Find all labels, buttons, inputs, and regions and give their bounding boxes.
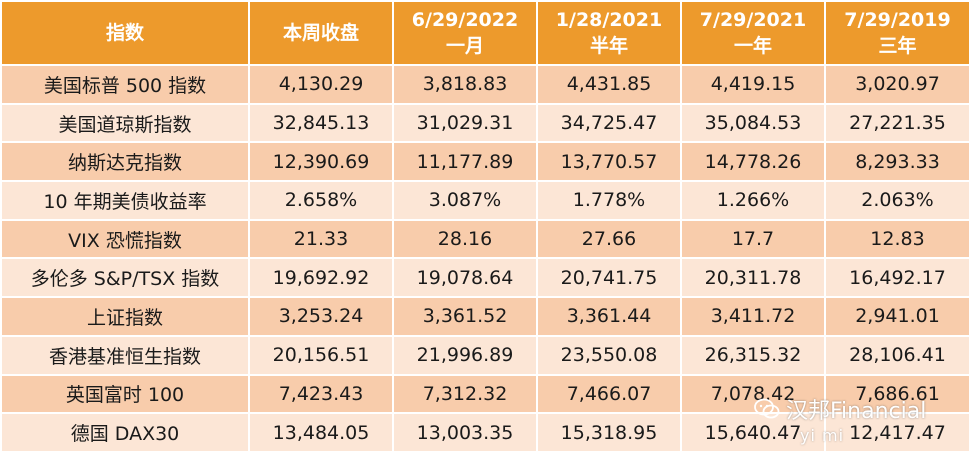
one-month-value: 28.16 xyxy=(392,218,538,260)
half-year-value: 4,431.85 xyxy=(536,64,682,105)
table-row: VIX 恐慌指数 21.33 28.16 27.66 17.7 12.83 xyxy=(0,218,969,260)
week-close-value: 7,423.43 xyxy=(248,373,394,415)
three-year-value: 12.83 xyxy=(824,218,969,260)
header-three-year-date: 7/29/2019 xyxy=(844,9,951,31)
table-row: 美国道琼斯指数 32,845.13 31,029.31 34,725.47 35… xyxy=(0,102,969,144)
index-name: 10 年期美债收益率 xyxy=(0,180,250,221)
half-year-value: 23,550.08 xyxy=(536,334,682,376)
index-name: VIX 恐慌指数 xyxy=(0,218,250,260)
header-week-close: 本周收盘 xyxy=(248,0,394,66)
header-index: 指数 xyxy=(0,0,250,66)
table-row: 多伦多 S&P/TSX 指数 19,692.92 19,078.64 20,74… xyxy=(0,257,969,299)
week-close-value: 12,390.69 xyxy=(248,141,394,183)
header-one-month-date: 6/29/2022 xyxy=(411,9,519,31)
week-close-value: 19,692.92 xyxy=(248,257,394,299)
header-half-year: 1/28/2021 半年 xyxy=(536,0,682,66)
header-three-year-label: 三年 xyxy=(878,35,917,57)
half-year-value: 1.778% xyxy=(536,180,682,221)
one-year-value: 17.7 xyxy=(680,218,826,260)
one-month-value: 21,996.89 xyxy=(392,334,538,376)
week-close-value: 2.658% xyxy=(248,180,394,221)
week-close-value: 20,156.51 xyxy=(248,334,394,376)
one-month-value: 3,361.52 xyxy=(392,296,538,337)
three-year-value: 2,941.01 xyxy=(824,296,969,337)
week-close-value: 4,130.29 xyxy=(248,64,394,105)
three-year-value: 8,293.33 xyxy=(824,141,969,183)
header-one-year: 7/29/2021 一年 xyxy=(680,0,826,66)
header-half-year-label: 半年 xyxy=(589,35,628,57)
header-one-year-label: 一年 xyxy=(733,35,772,57)
table-row: 香港基准恒生指数 20,156.51 21,996.89 23,550.08 2… xyxy=(0,334,969,376)
one-month-value: 11,177.89 xyxy=(392,141,538,183)
half-year-value: 3,361.44 xyxy=(536,296,682,337)
half-year-value: 20,741.75 xyxy=(536,257,682,299)
index-name: 美国标普 500 指数 xyxy=(0,64,250,105)
one-year-value: 20,311.78 xyxy=(680,257,826,299)
one-month-value: 31,029.31 xyxy=(392,102,538,144)
one-year-value: 1.266% xyxy=(680,180,826,221)
one-month-value: 19,078.64 xyxy=(392,257,538,299)
header-one-month: 6/29/2022 一月 xyxy=(392,0,538,66)
half-year-value: 34,725.47 xyxy=(536,102,682,144)
table-row: 英国富时 100 7,423.43 7,312.32 7,466.07 7,07… xyxy=(0,373,969,415)
table-row: 上证指数 3,253.24 3,361.52 3,361.44 3,411.72… xyxy=(0,296,969,337)
index-name: 美国道琼斯指数 xyxy=(0,102,250,144)
index-name: 英国富时 100 xyxy=(0,373,250,415)
header-one-year-date: 7/29/2021 xyxy=(699,9,807,31)
table-header-row: 指数 本周收盘 6/29/2022 一月 1/28/2021 半年 7/29/202… xyxy=(0,0,969,66)
half-year-value: 15,318.95 xyxy=(536,412,682,453)
half-year-value: 7,466.07 xyxy=(536,373,682,415)
table-row: 美国标普 500 指数 4,130.29 3,818.83 4,431.85 4… xyxy=(0,64,969,105)
three-year-value: 2.063% xyxy=(824,180,969,221)
three-year-value: 16,492.17 xyxy=(824,257,969,299)
table-row: 纳斯达克指数 12,390.69 11,177.89 13,770.57 14,… xyxy=(0,141,969,183)
one-month-value: 3,818.83 xyxy=(392,64,538,105)
half-year-value: 13,770.57 xyxy=(536,141,682,183)
one-month-value: 3.087% xyxy=(392,180,538,221)
index-name: 纳斯达克指数 xyxy=(0,141,250,183)
watermark-subtext: yi mi xyxy=(800,426,845,445)
three-year-value: 27,221.35 xyxy=(824,102,969,144)
header-one-month-label: 一月 xyxy=(445,35,484,57)
one-year-value: 35,084.53 xyxy=(680,102,826,144)
one-year-value: 15,640.47 xyxy=(680,412,826,453)
header-half-year-date: 1/28/2021 xyxy=(555,9,663,31)
index-name: 多伦多 S&P/TSX 指数 xyxy=(0,257,250,299)
table-row: 德国 DAX30 13,484.05 13,003.35 15,318.95 1… xyxy=(0,412,969,453)
week-close-value: 13,484.05 xyxy=(248,412,394,453)
one-month-value: 13,003.35 xyxy=(392,412,538,453)
three-year-value: 28,106.41 xyxy=(824,334,969,376)
one-year-value: 14,778.26 xyxy=(680,141,826,183)
half-year-value: 27.66 xyxy=(536,218,682,260)
watermark: 汉邦Financial xyxy=(754,393,926,425)
three-year-value: 3,020.97 xyxy=(824,64,969,105)
wechat-icon xyxy=(754,398,780,419)
one-year-value: 4,419.15 xyxy=(680,64,826,105)
header-week-close-label: 本周收盘 xyxy=(282,22,359,44)
three-year-value: 7,686.61 xyxy=(824,373,969,415)
one-year-value: 26,315.32 xyxy=(680,334,826,376)
index-name: 香港基准恒生指数 xyxy=(0,334,250,376)
one-year-value: 3,411.72 xyxy=(680,296,826,337)
one-year-value: 7,078.42 xyxy=(680,373,826,415)
one-month-value: 7,312.32 xyxy=(392,373,538,415)
week-close-value: 21.33 xyxy=(248,218,394,260)
index-name: 德国 DAX30 xyxy=(0,412,250,453)
table-row: 10 年期美债收益率 2.658% 3.087% 1.778% 1.266% 2… xyxy=(0,180,969,221)
header-index-label: 指数 xyxy=(105,22,144,44)
three-year-value: 12,417.47 xyxy=(824,412,969,453)
header-three-year: 7/29/2019 三年 xyxy=(824,0,969,66)
week-close-value: 3,253.24 xyxy=(248,296,394,337)
watermark-text: 汉邦Financial xyxy=(786,399,927,424)
index-name: 上证指数 xyxy=(0,296,250,337)
week-close-value: 32,845.13 xyxy=(248,102,394,144)
